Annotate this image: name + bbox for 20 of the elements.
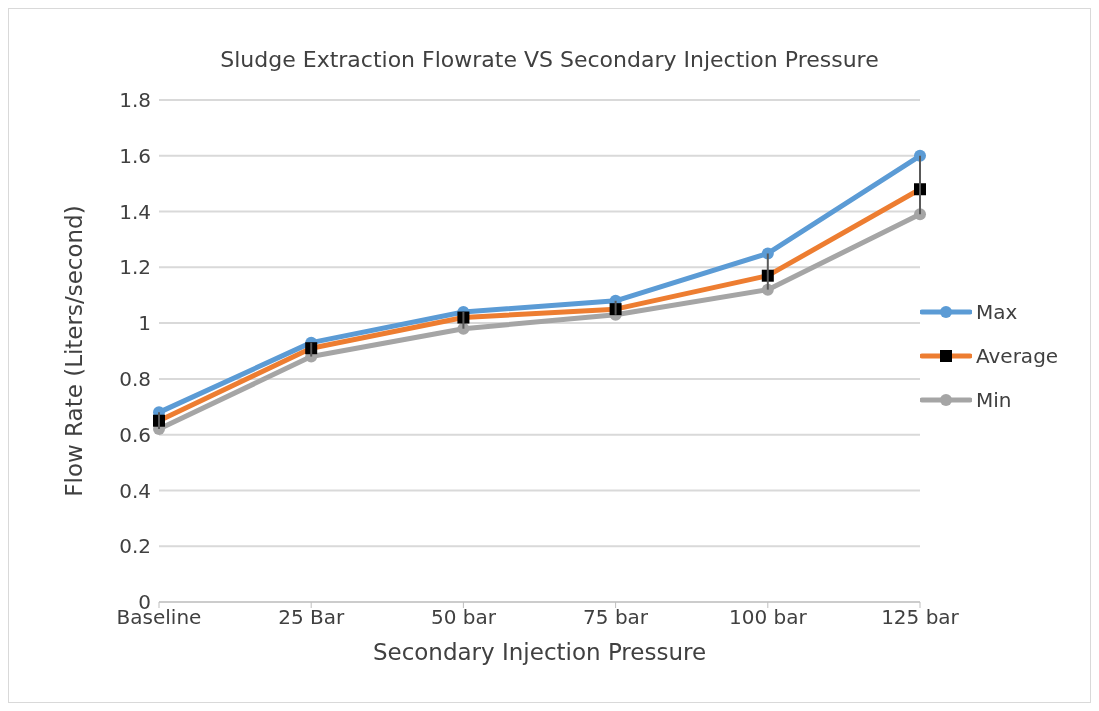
y-tick-label: 1 [138, 311, 151, 336]
y-tick-label: 0.4 [119, 478, 151, 503]
legend-label: Min [976, 387, 1012, 412]
x-tick-label: 25 Bar [278, 605, 345, 630]
y-axis-title: Flow Rate (Liters/second) [61, 205, 88, 497]
y-tick-label: 0.6 [119, 422, 151, 447]
y-tick-label: 0.2 [119, 534, 151, 559]
x-tick-label: 125 bar [881, 605, 960, 630]
y-tick-label: 0.8 [119, 366, 151, 391]
y-tick-label: 1.6 [119, 143, 151, 168]
y-tick-label: 1.8 [119, 88, 151, 113]
x-tick-label: 75 bar [583, 605, 649, 630]
legend-label: Average [976, 343, 1059, 368]
chart-title: Sludge Extraction Flowrate VS Secondary Injection Pressure [219, 47, 880, 72]
y-tick-label: 1.2 [119, 255, 151, 280]
x-tick-label: 50 bar [430, 605, 497, 630]
legend-label: Max [976, 299, 1018, 324]
y-tick-label: 1.4 [119, 199, 151, 224]
x-axis-title: Secondary Injection Pressure [372, 639, 707, 666]
x-tick-label: 100 bar [728, 605, 808, 630]
